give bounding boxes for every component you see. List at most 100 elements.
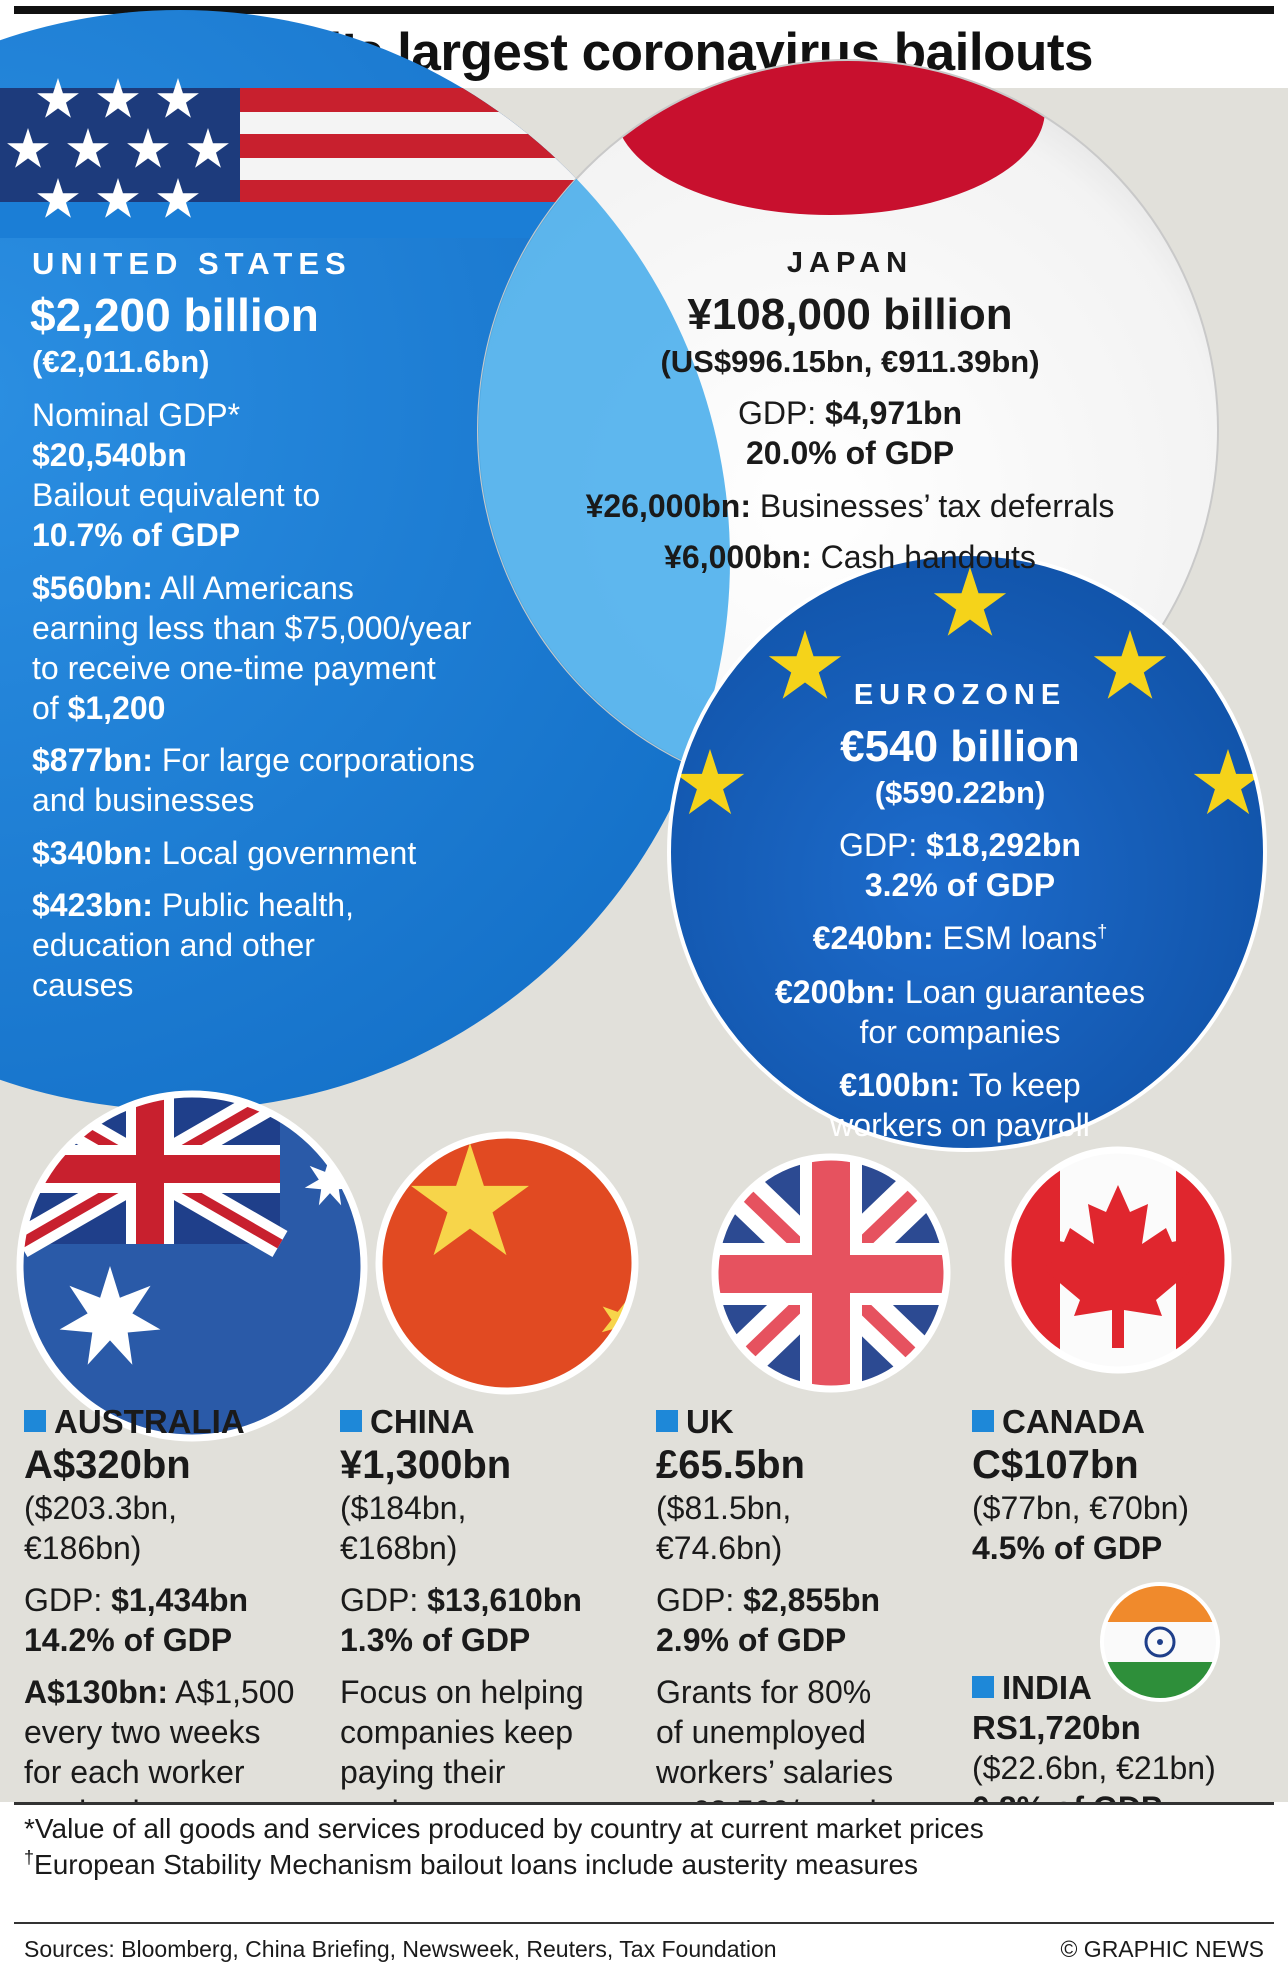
converted-line: ($81.5bn, xyxy=(656,1490,792,1526)
eu-flag-icon xyxy=(667,552,1267,1152)
country-label: INDIA xyxy=(1002,1669,1092,1706)
uk-flag-icon xyxy=(711,1153,951,1393)
gdp-value: $1,434bn xyxy=(111,1582,249,1618)
bullet-square-icon xyxy=(24,1410,46,1432)
us-item-text: For large corporations xyxy=(161,742,475,778)
australia-amount: A$320bn xyxy=(24,1443,191,1487)
australia-note: A$130bn: A$1,500 xyxy=(24,1672,334,1712)
us-item-text: causes xyxy=(32,967,134,1003)
japan-item-amount: ¥26,000bn: xyxy=(585,488,751,524)
country-label: CHINA xyxy=(370,1403,475,1440)
eu-gdp-value: $18,292bn xyxy=(926,827,1081,863)
eu-gdp: GDP: $18,292bn xyxy=(680,825,1240,865)
eu-item-240: €240bn: ESM loans† xyxy=(680,918,1240,958)
us-item-text: Public health, xyxy=(161,887,354,923)
uk-amount: £65.5bn xyxy=(656,1443,805,1487)
converted-line: €168bn) xyxy=(340,1530,458,1566)
footnote-esm-text: European Stability Mechanism bailout loa… xyxy=(34,1849,919,1880)
gdp-value: $13,610bn xyxy=(427,1582,582,1618)
eu-item-200: €200bn: Loan guarantees for companies xyxy=(680,972,1240,1052)
us-item-text: earning less than $75,000/year xyxy=(32,610,472,646)
bullet-square-icon xyxy=(972,1410,994,1432)
india-amount: RS1,720bn xyxy=(972,1709,1141,1746)
dagger-mark: † xyxy=(1097,921,1108,942)
japan-item-text: Cash handouts xyxy=(820,539,1036,575)
note-line: for each worker xyxy=(24,1754,245,1790)
sources: Sources: Bloomberg, China Briefing, News… xyxy=(24,1936,777,1962)
japan-item-amount: ¥6,000bn: xyxy=(664,539,812,575)
canada-flag-icon xyxy=(1004,1146,1232,1374)
us-item-amount: $560bn: xyxy=(32,570,153,606)
china-pct: 1.3% of GDP xyxy=(340,1622,531,1658)
eu-item-text: Loan guarantees xyxy=(904,974,1146,1010)
australia-name: AUSTRALIA xyxy=(24,1402,334,1442)
footer xyxy=(0,1802,1288,1974)
note-line: Grants for 80% xyxy=(656,1674,872,1710)
us-equiv-label: Bailout equivalent to xyxy=(32,477,321,513)
us-item-amount: $423bn: xyxy=(32,887,153,923)
canada-amount: C$107bn xyxy=(972,1443,1139,1487)
canada-name: CANADA xyxy=(972,1402,1272,1442)
us-item-amount: $877bn: xyxy=(32,742,153,778)
uk-gdp: GDP: $2,855bn xyxy=(656,1580,956,1620)
us-item-text: to receive one-time payment xyxy=(32,650,436,686)
eu-item-100: €100bn: To keep workers on payroll xyxy=(680,1065,1240,1145)
japan-converted: (US$996.15bn, €911.39bn) xyxy=(660,344,1040,379)
us-amount: $2,200 billion xyxy=(30,289,319,341)
china-name: CHINA xyxy=(340,1402,640,1442)
china-flag-icon xyxy=(375,1131,639,1395)
note-line: every two weeks xyxy=(24,1714,261,1750)
us-item-tail: $1,200 xyxy=(67,690,166,726)
country-label: AUSTRALIA xyxy=(54,1403,245,1440)
japan-item: ¥26,000bn: Businesses’ tax deferrals xyxy=(510,486,1190,526)
bullet-square-icon xyxy=(972,1676,994,1698)
gdp-value: $2,855bn xyxy=(743,1582,881,1618)
us-item-877: $877bn: For large corporations and busin… xyxy=(32,740,552,820)
eu-item-text: workers on payroll xyxy=(830,1107,1090,1143)
uk-pct: 2.9% of GDP xyxy=(656,1622,847,1658)
converted-line: €74.6bn) xyxy=(656,1530,783,1566)
us-converted: (€2,011.6bn) xyxy=(32,344,210,379)
gdp-label: GDP: xyxy=(24,1582,103,1618)
converted-line: ($22.6bn, €21bn) xyxy=(972,1750,1216,1786)
us-gdp-value: $20,540bn xyxy=(32,437,187,473)
us-item-text: All Americans xyxy=(160,570,354,606)
us-item-text: and businesses xyxy=(32,782,255,818)
footer-rule xyxy=(14,1802,1274,1805)
note-line: workers’ salaries xyxy=(656,1754,894,1790)
country-label: CANADA xyxy=(1002,1403,1145,1440)
note-line: of unemployed xyxy=(656,1714,866,1750)
eu-gdp-label: GDP: xyxy=(839,827,918,863)
australia-column: AUSTRALIA A$320bn ($203.3bn, €186bn) GDP… xyxy=(24,1402,334,1832)
eu-item-amount: €100bn: xyxy=(839,1067,961,1103)
bullet-square-icon xyxy=(656,1410,678,1432)
japan-item-text: Businesses’ tax deferrals xyxy=(759,488,1115,524)
china-gdp: GDP: $13,610bn xyxy=(340,1580,640,1620)
us-equiv-value: 10.7% of GDP xyxy=(32,517,241,553)
country-label: UK xyxy=(686,1403,734,1440)
japan-gdp-label: GDP: xyxy=(737,395,817,431)
japan-country-label: JAPAN xyxy=(786,247,914,279)
china-amount: ¥1,300bn xyxy=(340,1443,512,1487)
us-item-text: Local government xyxy=(161,835,417,871)
canada-pct: 4.5% of GDP xyxy=(972,1530,1163,1566)
japan-pct: 20.0% of GDP xyxy=(745,435,955,471)
credit: © GRAPHIC NEWS xyxy=(1060,1936,1264,1962)
japan-gdp: GDP: $4,971bn xyxy=(510,393,1190,433)
us-country-label: UNITED STATES xyxy=(32,246,352,281)
japan-gdp-value: $4,971bn xyxy=(825,395,963,431)
footnote-gdp: *Value of all goods and services produce… xyxy=(24,1813,984,1844)
eu-item-amount: €200bn: xyxy=(774,974,896,1010)
us-item-423: $423bn: Public health, education and oth… xyxy=(32,885,552,1005)
converted-line: €186bn) xyxy=(24,1530,142,1566)
dagger-mark: † xyxy=(24,1847,35,1868)
us-item-560: $560bn: All Americans earning less than … xyxy=(32,568,552,728)
converted-line: ($203.3bn, xyxy=(24,1490,178,1526)
note-line: A$1,500 xyxy=(175,1674,295,1710)
australia-flag-icon xyxy=(16,1090,368,1442)
eu-item-text: ESM loans xyxy=(942,920,1098,956)
us-item-amount: $340bn: xyxy=(32,835,153,871)
eu-item-text: To keep xyxy=(968,1067,1081,1103)
